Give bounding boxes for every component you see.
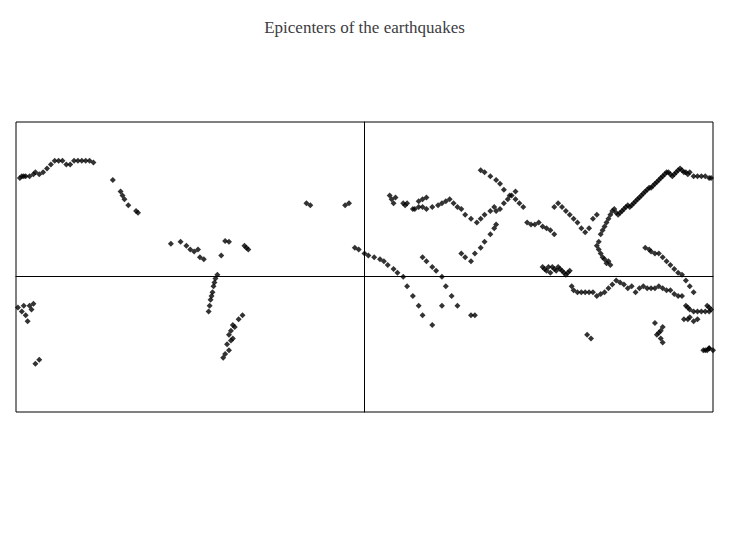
svg-text:Epicenters of the earthquakes: Epicenters of the earthquakes xyxy=(264,18,465,37)
